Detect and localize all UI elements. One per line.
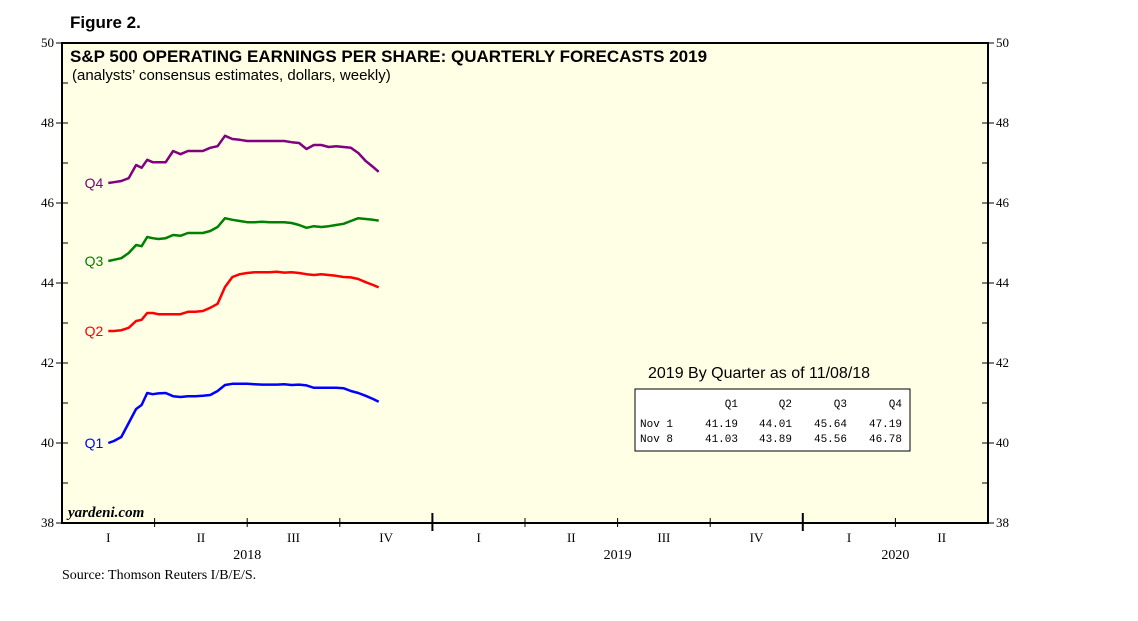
y-tick-label-right: 42 [996, 355, 1009, 370]
series-labels: Q1 Q2 Q3 Q4 [85, 175, 104, 451]
series-line-q3 [108, 216, 379, 263]
table-cell: 41.19 [705, 419, 738, 431]
x-quarter-label: I [477, 530, 481, 545]
table-row-label: Nov 8 [640, 434, 673, 446]
series-label-q4: Q4 [85, 175, 104, 191]
x-quarter-label: IV [750, 530, 764, 545]
y-axis-labels: 38 38 40 40 42 42 44 44 46 46 48 48 50 50 [41, 35, 1010, 530]
table-cell: 45.56 [814, 434, 847, 446]
x-year-label: 2018 [233, 548, 261, 563]
table-cell: 41.03 [705, 434, 738, 446]
series-label-q1: Q1 [85, 435, 104, 451]
table-cell: 47.19 [869, 419, 902, 431]
x-quarter-label: II [567, 530, 576, 545]
y-tick-label-left: 50 [41, 35, 54, 50]
series-line-q2 [108, 270, 380, 333]
table-title: 2019 By Quarter as of 11/08/18 [648, 365, 870, 382]
y-tick-label-right: 46 [996, 195, 1010, 210]
table-header-cell: Q1 [725, 399, 739, 411]
table-cell: 44.01 [759, 419, 792, 431]
y-tick-label-left: 46 [41, 195, 55, 210]
y-tick-label-left: 48 [41, 115, 54, 130]
y-tick-label-right: 38 [996, 515, 1009, 530]
table-cell: 46.78 [869, 434, 902, 446]
y-tick-label-right: 44 [996, 275, 1010, 290]
table-header-cell: Q3 [834, 399, 847, 411]
series-label-q2: Q2 [85, 323, 104, 339]
table-row-label: Nov 1 [640, 419, 673, 431]
table-cell: 45.64 [814, 419, 847, 431]
y-tick-label-left: 38 [41, 515, 54, 530]
x-quarter-label: IV [379, 530, 393, 545]
y-tick-label-left: 40 [41, 435, 54, 450]
series-line-q4 [108, 134, 380, 185]
table-header-cell: Q2 [779, 399, 792, 411]
x-quarter-label: I [106, 530, 110, 545]
y-tick-label-right: 48 [996, 115, 1009, 130]
x-quarter-label: II [197, 530, 206, 545]
x-quarter-label: I [847, 530, 851, 545]
x-quarter-label: III [287, 530, 300, 545]
y-tick-label-left: 42 [41, 355, 54, 370]
brand-watermark: yardeni.com [66, 505, 144, 521]
series-label-q3: Q3 [85, 253, 104, 269]
table-box [634, 388, 911, 452]
table-cell: 43.89 [759, 434, 792, 446]
table-header-cell: Q4 [889, 399, 903, 411]
x-quarter-label: II [937, 530, 946, 545]
figure-label: Figure 2. [70, 13, 141, 32]
source-note: Source: Thomson Reuters I/B/E/S. [62, 568, 256, 583]
x-year-label: 2020 [881, 548, 909, 563]
data-table: 2019 By Quarter as of 11/08/18 Q1 Q2 Q3 Q4 N… [634, 365, 911, 452]
plot-frame [61, 42, 989, 524]
x-quarter-label: III [657, 530, 670, 545]
series-line-q1 [107, 382, 380, 445]
x-year-label: 2019 [604, 548, 632, 563]
chart-title: S&P 500 OPERATING EARNINGS PER SHARE: QU… [70, 47, 707, 66]
series-lines [107, 134, 380, 445]
chart-subtitle: (analysts’ consensus estimates, dollars,… [72, 67, 391, 84]
y-tick-label-right: 50 [996, 35, 1009, 50]
y-tick-label-left: 44 [41, 275, 55, 290]
y-tick-label-right: 40 [996, 435, 1009, 450]
